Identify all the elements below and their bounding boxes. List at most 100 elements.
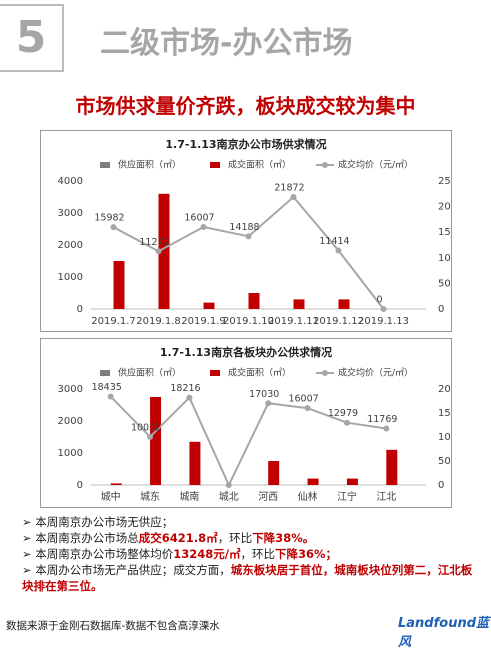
chart-title: 1.7-1.13南京各板块办公供求情况 (160, 345, 332, 359)
line-point (110, 224, 117, 231)
y2-tick-label: 25000 (438, 176, 452, 187)
bar (338, 299, 350, 309)
y-tick-label: 1000 (58, 272, 83, 283)
page-title: 二级市场-办公市场 (100, 26, 353, 61)
source-note: 数据来源于金刚石数据库-数据不包含高淳溧水 (6, 620, 220, 632)
legend-swatch (100, 370, 110, 376)
data-label: 18435 (92, 382, 122, 393)
data-label: 10032 (131, 422, 161, 433)
x-tick-label: 2019.1.13 (358, 316, 409, 327)
line-point (245, 233, 252, 240)
line-point (200, 224, 207, 231)
x-tick-label: 江北 (376, 491, 396, 503)
bullet: 本周南京办公市场整体均价13248元/㎡，环比下降36%； (22, 546, 477, 562)
y2-tick-label: 5000 (438, 456, 452, 467)
data-label: 14188 (229, 222, 259, 233)
line-point (343, 419, 350, 426)
highlight: 下降36%； (275, 547, 338, 561)
legend-label: 成交均价（元/㎡） (338, 159, 413, 171)
highlight: 下降38%。 (252, 531, 315, 545)
line-point (335, 247, 342, 254)
line-point (225, 482, 232, 488)
bullet: 本周办公市场无产品供应；成交方面，城东板块居于首位，城南板块位列第二，江北板块排… (22, 562, 477, 594)
y2-tick-label: 20000 (438, 202, 452, 213)
legend-label: 成交面积（㎡） (228, 159, 291, 171)
x-tick-label: 2019.1.7 (91, 316, 136, 327)
data-label: 15982 (94, 213, 124, 224)
bar (158, 193, 170, 309)
line-point (147, 433, 154, 440)
bar (268, 461, 280, 485)
bullet-list: 本周南京办公市场无供应； 本周南京办公市场总成交6421.8㎡，环比下降38%。… (22, 514, 477, 594)
data-label: 21872 (274, 183, 304, 194)
data-label: 11414 (319, 236, 349, 247)
text: 本周南京办公市场整体均价 (35, 547, 174, 561)
data-label: 11769 (367, 414, 397, 425)
highlight: 13248元/㎡ (173, 547, 241, 561)
x-tick-label: 城南 (179, 490, 199, 503)
highlight: 城东板块居于首位，城南板块位列第二，江北板块排在第三位。 (22, 563, 473, 593)
text: ，环比 (240, 547, 276, 561)
y-tick-label: 2000 (58, 416, 83, 427)
line (109, 395, 387, 488)
legend-swatch (322, 370, 328, 376)
data-label: 16007 (288, 394, 318, 405)
text: ，环比 (217, 531, 253, 545)
x-tick-label: 城东 (140, 490, 160, 503)
line-point (186, 394, 193, 401)
data-label: 17030 (249, 389, 279, 400)
data-label: 16007 (184, 213, 214, 224)
legend-label: 成交面积（㎡） (228, 367, 291, 379)
section-number: 5 (0, 4, 64, 72)
legend-swatch (322, 162, 328, 168)
x-tick-label: 江宁 (337, 490, 357, 503)
legend-label: 供应面积（㎡） (118, 367, 181, 379)
y2-tick-label: 10000 (438, 432, 452, 443)
legend-label: 成交均价（元/㎡） (338, 367, 413, 379)
bar (203, 302, 215, 309)
text: 本周南京办公市场总 (35, 531, 139, 545)
y2-tick-label: 15000 (438, 227, 452, 238)
y-tick-label: 3000 (58, 384, 83, 395)
text: 本周南京办公市场无供应； (35, 515, 174, 529)
legend-swatch (100, 162, 110, 168)
data-label: 12979 (328, 408, 358, 419)
x-tick-label: 2019.1.12 (313, 316, 364, 327)
y2-tick-label: 10000 (438, 253, 452, 264)
y-tick-label: 2000 (58, 240, 83, 251)
y-tick-label: 1000 (58, 448, 83, 459)
logo: Landfound蓝风 (398, 616, 490, 650)
y-tick-label: 0 (77, 480, 83, 491)
y-tick-label: 0 (77, 304, 83, 315)
x-tick-label: 2019.1.10 (223, 316, 274, 327)
highlight: 成交6421.8㎡ (138, 531, 218, 545)
line-point (265, 400, 272, 407)
line-point (304, 405, 311, 412)
line-point (383, 425, 390, 432)
subtitle: 市场供求量价齐跌，板块成交较为集中 (75, 94, 416, 118)
y2-tick-label: 5000 (438, 278, 452, 289)
legend-swatch (210, 370, 220, 376)
x-tick-label: 仙林 (298, 490, 318, 503)
data-label: 11272 (139, 237, 169, 248)
chart-title: 1.7-1.13南京办公市场供求情况 (165, 137, 326, 151)
x-tick-label: 2019.1.8 (136, 316, 181, 327)
bar (346, 478, 358, 485)
line-point (380, 306, 387, 312)
bullet: 本周南京办公市场总成交6421.8㎡，环比下降38%。 (22, 530, 477, 546)
text: 本周办公市场无产品供应；成交方面， (35, 563, 231, 577)
line-point (107, 393, 114, 400)
data-label: 0 (376, 295, 382, 306)
x-tick-label: 河西 (258, 491, 278, 503)
y2-tick-label: 0 (438, 480, 444, 491)
bullet: 本周南京办公市场无供应； (22, 514, 477, 530)
bar (189, 441, 201, 485)
data-label: 18216 (170, 383, 200, 394)
bar (307, 478, 319, 485)
x-tick-label: 城中 (101, 490, 121, 503)
line (113, 195, 385, 310)
legend-label: 供应面积（㎡） (118, 159, 181, 171)
bar (293, 299, 305, 309)
